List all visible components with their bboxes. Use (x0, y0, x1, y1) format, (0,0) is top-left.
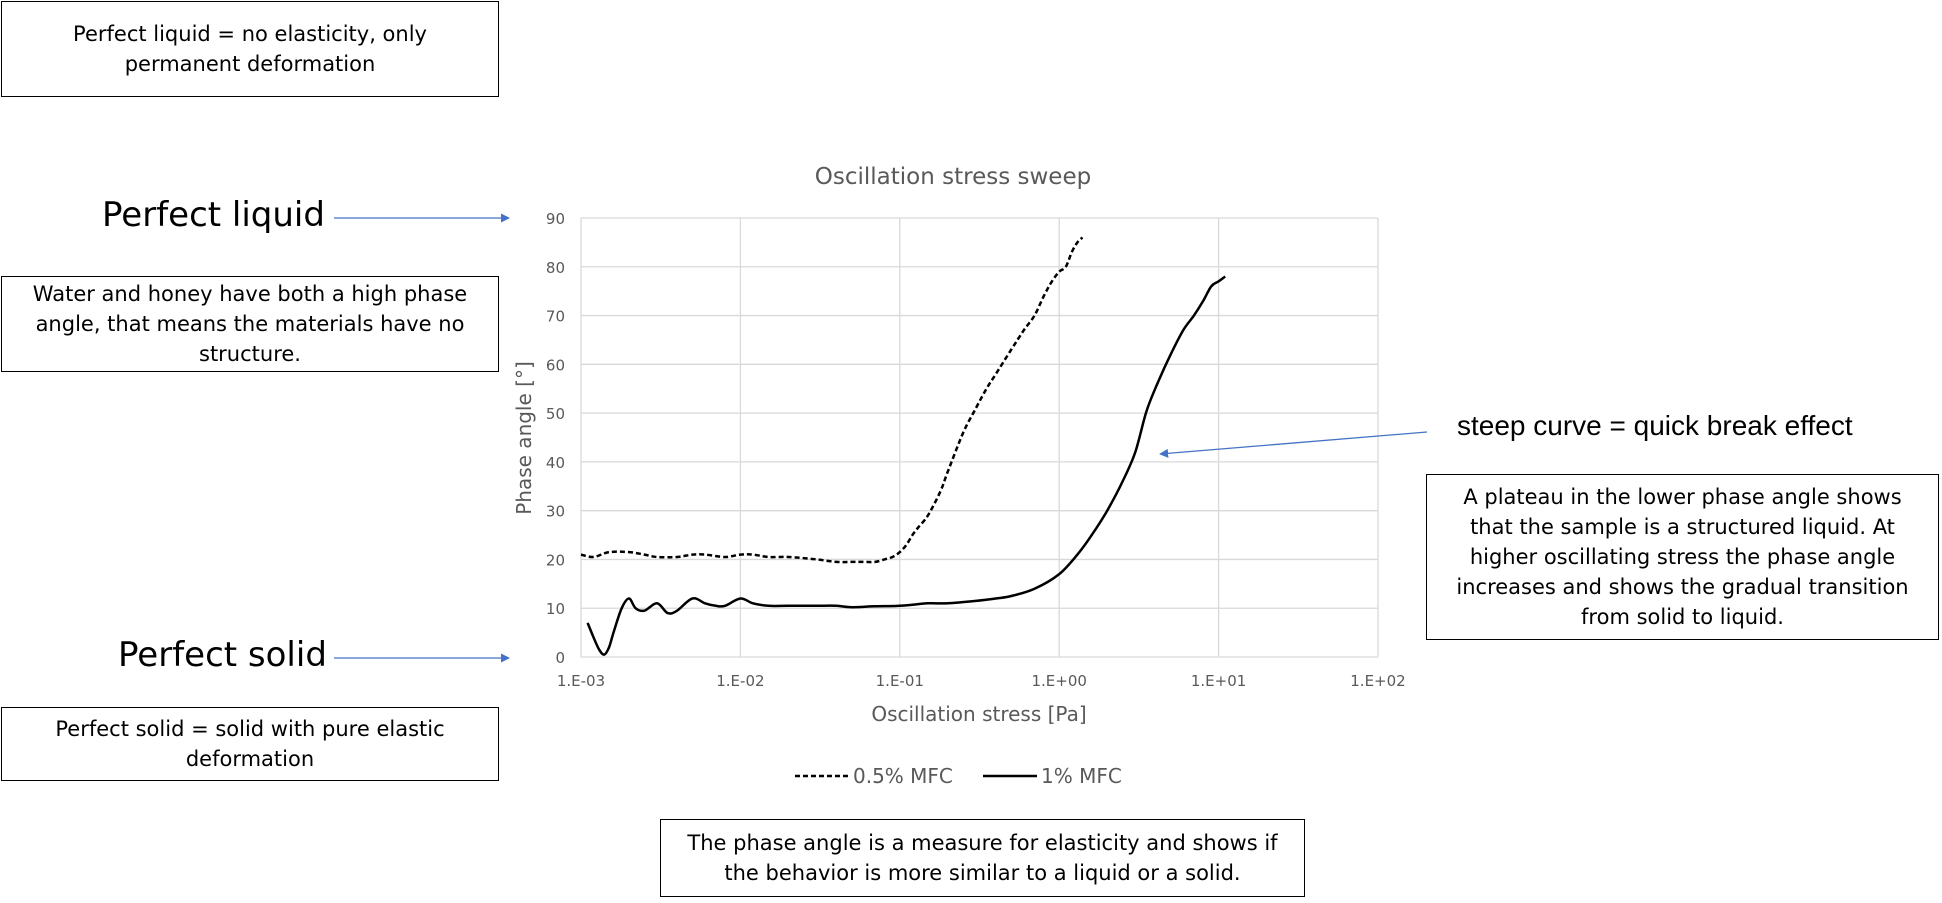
solid-definition-box: Perfect solid = solid with pure elastic … (1, 707, 499, 781)
y-tick-label: 70 (546, 308, 565, 326)
x-tick-label: 1.E+02 (1350, 672, 1405, 690)
arrows (334, 213, 1428, 663)
y-tick-label: 40 (546, 454, 565, 472)
plateau-note-text: A plateau in the lower phase angle shows… (1456, 485, 1909, 629)
steep-curve-label: steep curve = quick break effect (1457, 410, 1853, 441)
y-tick-label: 60 (546, 356, 565, 374)
legend-label: 0.5% MFC (853, 764, 953, 788)
grid (580, 217, 1379, 658)
liquid-definition-box: Perfect liquid = no elasticity, only per… (1, 1, 499, 97)
x-axis-label: Oscillation stress [Pa] (871, 702, 1086, 726)
water-honey-box: Water and honey have both a high phase a… (1, 276, 499, 372)
series (580, 236, 1226, 656)
phase-angle-note-text: The phase angle is a measure for elastic… (687, 831, 1278, 885)
x-tick-label: 1.E-03 (557, 672, 605, 690)
chart-title: Oscillation stress sweep (815, 164, 1091, 190)
steep-curve-arrow (1159, 431, 1428, 458)
series-line-1-mfc (586, 275, 1226, 656)
y-tick-label: 90 (546, 210, 565, 228)
x-tick-label: 1.E-01 (876, 672, 924, 690)
y-tick-label: 0 (555, 649, 565, 667)
y-axis-label: Phase angle [°] (512, 361, 536, 515)
x-tick-label: 1.E+00 (1031, 672, 1086, 690)
solid-definition-text: Perfect solid = solid with pure elastic … (55, 717, 445, 771)
water-honey-text: Water and honey have both a high phase a… (32, 282, 468, 366)
y-tick-label: 30 (546, 503, 565, 521)
y-tick-label: 10 (546, 600, 565, 618)
y-tick-label: 50 (546, 405, 565, 423)
x-tick-label: 1.E-02 (716, 672, 764, 690)
series-line-0-5-mfc (580, 236, 1084, 564)
y-tick-label: 80 (546, 259, 565, 277)
perfect-liquid-label: Perfect liquid (102, 195, 325, 235)
perfect-solid-label: Perfect solid (118, 635, 327, 675)
legend: 0.5% MFC 1% MFC (795, 764, 1122, 788)
x-tick-label: 1.E+01 (1191, 672, 1246, 690)
phase-angle-note-box: The phase angle is a measure for elastic… (660, 819, 1305, 897)
y-tick-label: 20 (546, 551, 565, 569)
ticks: 0 10 20 30 40 50 60 70 80 90 1.E-03 1.E-02 1.E-01 1.E… (546, 210, 1406, 690)
plateau-note-box: A plateau in the lower phase angle shows… (1426, 474, 1939, 640)
liquid-definition-text: Perfect liquid = no elasticity, only per… (73, 22, 427, 76)
legend-label: 1% MFC (1041, 764, 1122, 788)
